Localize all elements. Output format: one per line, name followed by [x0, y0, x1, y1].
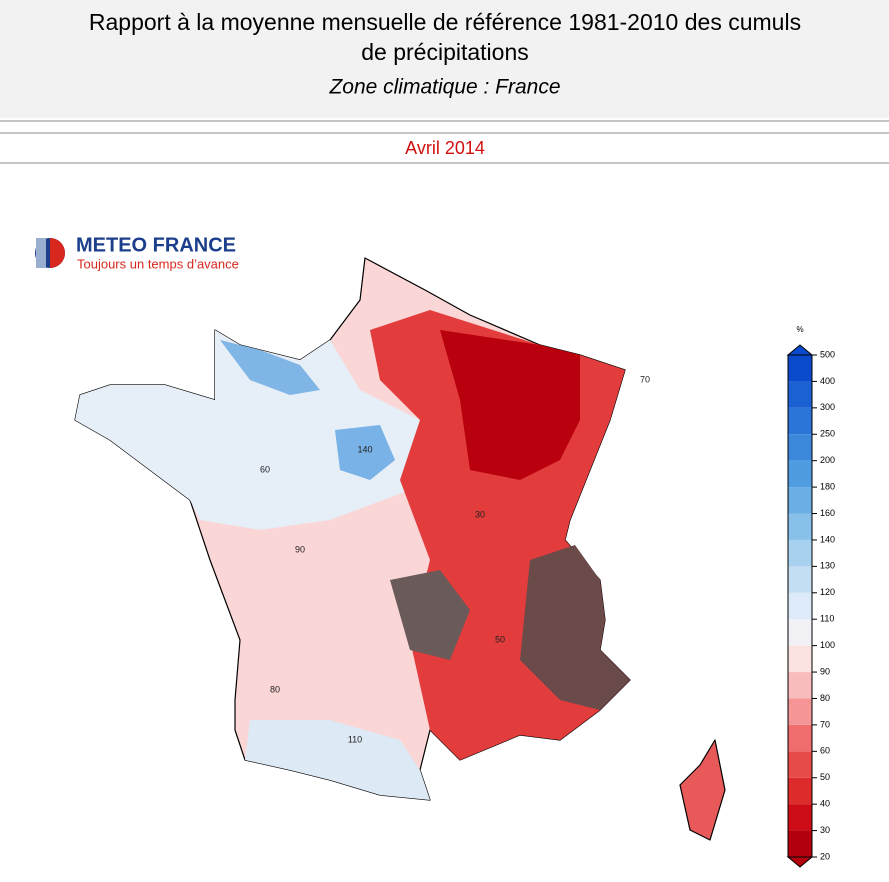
colorbar-segment — [788, 724, 812, 752]
logo-mark — [50, 238, 65, 268]
colorbar-segment — [788, 566, 812, 593]
colorbar-unit: % — [796, 325, 803, 334]
logo-tagline: Toujours un temps d’avance — [77, 256, 239, 271]
colorbar-tick-label: 70 — [820, 719, 830, 729]
colorbar-tick-label: 50 — [820, 772, 830, 782]
colorbar-tick-label: 40 — [820, 799, 830, 809]
colorbar-tick-label: 180 — [820, 481, 835, 491]
colorbar-segment — [788, 381, 812, 408]
contour-label: 60 — [260, 464, 270, 474]
logo-mark — [36, 238, 46, 268]
colorbar-cap — [786, 344, 814, 356]
region-wet — [75, 330, 420, 530]
colorbar-segment — [788, 698, 812, 725]
colorbar-segment — [788, 645, 812, 673]
colorbar-tick-label: 120 — [820, 587, 835, 597]
colorbar-tick-label: 500 — [820, 349, 835, 359]
colorbar-frame — [787, 354, 813, 858]
logo-name: METEO FRANCE — [76, 234, 236, 256]
colorbar-tick-label: 80 — [820, 693, 830, 703]
colorbar-tick-label: 300 — [820, 402, 835, 412]
header-band — [0, 0, 889, 118]
colorbar-tick-label: 200 — [820, 455, 835, 465]
colorbar-segment — [788, 804, 812, 831]
contour-label: 30 — [475, 509, 485, 519]
colorbar-segment — [788, 777, 812, 805]
contour-label: 70 — [640, 374, 650, 384]
colorbar-cap — [786, 856, 814, 868]
contour-label: 140 — [357, 444, 372, 454]
colorbar-segment — [788, 539, 812, 567]
contour-label: 50 — [495, 634, 505, 644]
colorbar-tick-label: 140 — [820, 534, 835, 544]
contour-label: 90 — [295, 544, 305, 554]
region-dry — [440, 330, 580, 480]
region-wet — [335, 425, 395, 480]
map — [74, 257, 726, 841]
colorbar-tick-label: 20 — [820, 851, 830, 861]
colorbar-segment — [788, 830, 812, 857]
colorbar-segment — [788, 513, 812, 540]
colorbar-segment — [788, 407, 812, 435]
colorbar-tick-label: 90 — [820, 666, 830, 676]
colorbar-segment — [788, 592, 812, 620]
contour-label: 110 — [348, 734, 362, 744]
corsica — [679, 739, 726, 841]
colorbar-segment — [788, 487, 812, 514]
colorbar-tick-label: 60 — [820, 746, 830, 756]
colorbar-tick-label: 110 — [820, 614, 834, 624]
colorbar-tick-label: 400 — [820, 376, 835, 386]
title: de précipitations — [361, 39, 529, 65]
colorbar-tick-label: 160 — [820, 508, 835, 518]
colorbar-tick-label: 30 — [820, 825, 830, 835]
contour-label: 80 — [270, 684, 280, 694]
region-wet — [220, 340, 320, 395]
period: Avril 2014 — [405, 138, 485, 158]
colorbar-tick-label: 100 — [820, 640, 835, 650]
colorbar-segment — [788, 672, 812, 699]
colorbar-segment — [788, 355, 812, 382]
region-wet — [245, 720, 430, 800]
colorbar: % 20 30 40 50 60 70 80 90 100 110 120 130 140 160 180 20… — [786, 325, 835, 868]
subtitle: Zone climatique : France — [328, 76, 560, 99]
contour-labels: 140 30 90 80 110 60 70 50 — [260, 374, 650, 744]
colorbar-segment — [788, 434, 812, 461]
colorbar-segment — [788, 460, 812, 488]
colorbar-tick-label: 130 — [820, 561, 835, 571]
colorbar-segment — [788, 619, 812, 646]
logo: METEO FRANCE Toujours un temps d’avance — [35, 234, 239, 271]
region-relief — [520, 545, 630, 710]
colorbar-segment — [788, 751, 812, 778]
colorbar-tick-label: 250 — [820, 429, 835, 439]
region-relief — [390, 570, 470, 660]
title: Rapport à la moyenne mensuelle de référe… — [89, 9, 801, 35]
